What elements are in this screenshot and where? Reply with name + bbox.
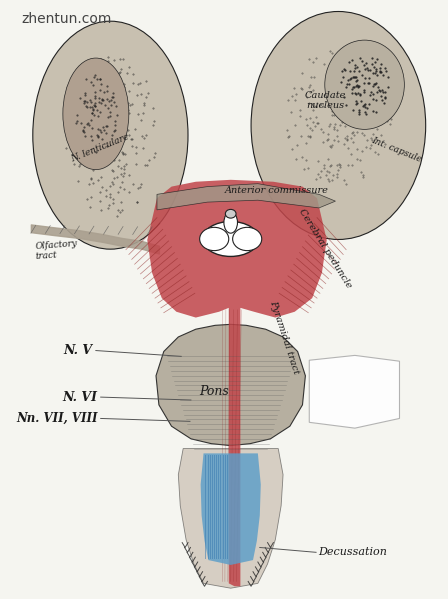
Ellipse shape [233,228,262,250]
Text: N. VI: N. VI [63,391,98,404]
Text: Pons: Pons [200,385,229,398]
Text: zhentun.com: zhentun.com [21,11,112,26]
Text: Anterior commissure: Anterior commissure [225,186,329,195]
Text: Nn. VII, VIII: Nn. VII, VIII [16,412,98,425]
Polygon shape [309,355,400,428]
Polygon shape [156,324,306,446]
Text: Decussation: Decussation [318,547,387,557]
Text: N. V: N. V [64,344,93,357]
Text: N. lenticulare: N. lenticulare [69,133,131,164]
Ellipse shape [33,21,188,249]
Ellipse shape [63,58,129,170]
Polygon shape [201,453,261,565]
Text: Cerebral peduncle: Cerebral peduncle [297,207,353,289]
Ellipse shape [202,222,259,256]
Text: Caudate
nucleus: Caudate nucleus [305,90,346,110]
Ellipse shape [200,228,229,250]
Polygon shape [147,180,327,586]
Ellipse shape [251,11,426,240]
Text: Int. capsule: Int. capsule [370,136,423,164]
Text: Pyramidal tract: Pyramidal tract [268,299,301,375]
Ellipse shape [224,212,237,233]
Ellipse shape [325,40,405,129]
Ellipse shape [225,210,236,218]
Polygon shape [178,449,283,588]
Text: Olfactory
tract: Olfactory tract [35,239,78,261]
Polygon shape [157,184,336,210]
